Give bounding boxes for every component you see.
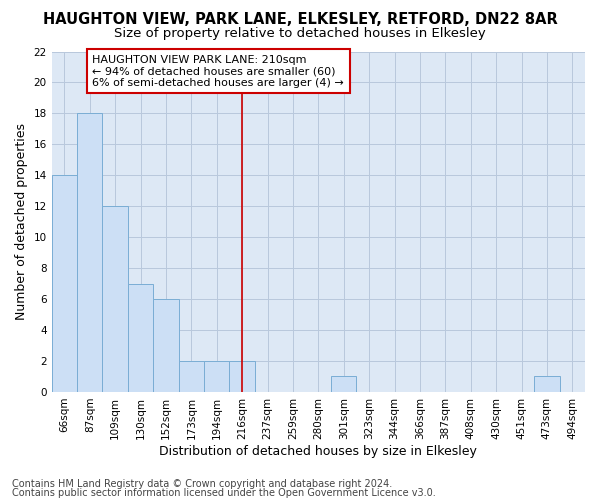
- Text: Contains HM Land Registry data © Crown copyright and database right 2024.: Contains HM Land Registry data © Crown c…: [12, 479, 392, 489]
- Bar: [331, 376, 356, 392]
- X-axis label: Distribution of detached houses by size in Elkesley: Distribution of detached houses by size …: [160, 444, 477, 458]
- Text: HAUGHTON VIEW, PARK LANE, ELKESLEY, RETFORD, DN22 8AR: HAUGHTON VIEW, PARK LANE, ELKESLEY, RETF…: [43, 12, 557, 28]
- Bar: [534, 376, 560, 392]
- Bar: [52, 176, 77, 392]
- Text: Size of property relative to detached houses in Elkesley: Size of property relative to detached ho…: [114, 28, 486, 40]
- Bar: [103, 206, 128, 392]
- Text: HAUGHTON VIEW PARK LANE: 210sqm
← 94% of detached houses are smaller (60)
6% of : HAUGHTON VIEW PARK LANE: 210sqm ← 94% of…: [92, 54, 344, 88]
- Bar: [77, 114, 103, 392]
- Bar: [229, 361, 255, 392]
- Text: Contains public sector information licensed under the Open Government Licence v3: Contains public sector information licen…: [12, 488, 436, 498]
- Bar: [179, 361, 204, 392]
- Y-axis label: Number of detached properties: Number of detached properties: [15, 123, 28, 320]
- Bar: [153, 299, 179, 392]
- Bar: [204, 361, 229, 392]
- Bar: [128, 284, 153, 392]
